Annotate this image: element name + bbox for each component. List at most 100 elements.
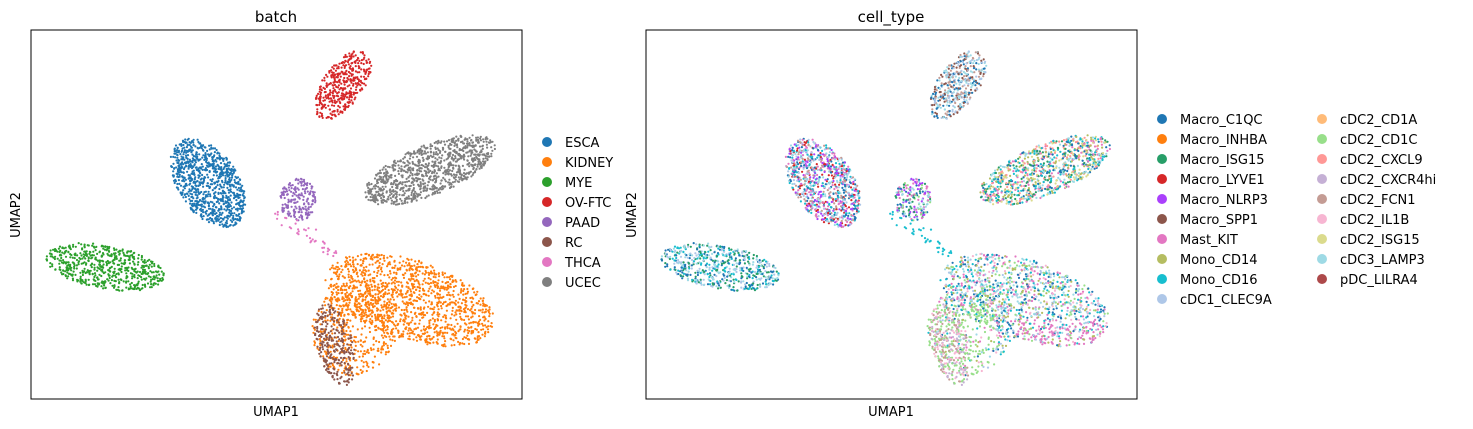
point — [305, 186, 308, 189]
point — [469, 154, 472, 157]
point — [367, 58, 370, 61]
point — [371, 303, 374, 306]
point — [464, 303, 467, 306]
point — [191, 172, 194, 175]
point — [373, 177, 377, 180]
point — [92, 254, 95, 257]
point — [366, 287, 369, 290]
point — [338, 81, 341, 84]
point — [341, 61, 344, 64]
point — [390, 328, 394, 331]
point — [385, 174, 388, 177]
point — [362, 352, 365, 355]
point — [58, 245, 62, 248]
point — [437, 301, 440, 304]
point — [386, 273, 389, 277]
point — [364, 303, 367, 306]
point — [224, 179, 227, 182]
point — [209, 178, 212, 181]
point — [466, 144, 469, 147]
point — [136, 263, 139, 266]
point — [183, 140, 186, 144]
point — [460, 288, 463, 291]
point — [96, 278, 100, 281]
point — [337, 84, 340, 87]
point — [353, 91, 356, 94]
point — [327, 338, 331, 342]
point — [117, 263, 121, 266]
point — [298, 196, 301, 199]
point — [401, 293, 404, 296]
point — [362, 310, 365, 313]
point — [214, 165, 218, 168]
point — [344, 256, 348, 259]
point — [364, 84, 367, 87]
point — [340, 360, 343, 364]
point — [148, 263, 151, 266]
point — [481, 308, 484, 311]
point — [370, 315, 374, 318]
point — [173, 181, 176, 185]
point — [424, 269, 427, 273]
point — [349, 364, 352, 368]
point — [313, 328, 316, 331]
point — [240, 208, 244, 211]
point — [479, 139, 483, 142]
point — [320, 107, 323, 110]
point — [351, 268, 355, 271]
point — [369, 318, 372, 321]
point — [350, 99, 353, 102]
point — [202, 205, 205, 208]
point — [179, 167, 182, 170]
point — [119, 278, 122, 281]
point — [406, 171, 409, 174]
point — [376, 266, 379, 270]
point — [493, 144, 496, 147]
point — [479, 318, 482, 321]
point — [324, 106, 327, 109]
point — [314, 197, 317, 201]
point — [404, 292, 407, 295]
point — [376, 316, 379, 319]
point — [349, 259, 352, 262]
point — [219, 217, 222, 220]
point — [471, 134, 474, 137]
point — [201, 144, 204, 147]
point — [240, 200, 244, 203]
point — [466, 159, 469, 162]
point — [455, 337, 458, 340]
point — [346, 372, 349, 375]
point — [351, 290, 354, 293]
point — [319, 346, 322, 349]
point — [73, 257, 76, 260]
point — [219, 192, 222, 195]
point — [384, 287, 387, 290]
point — [358, 302, 361, 305]
point — [130, 266, 133, 269]
point — [429, 178, 432, 181]
point — [223, 162, 226, 165]
point — [195, 211, 198, 214]
point — [205, 164, 209, 167]
point — [176, 182, 179, 186]
point — [329, 268, 332, 271]
point — [96, 252, 99, 255]
point — [207, 221, 211, 224]
point — [318, 352, 321, 355]
point — [91, 283, 95, 286]
point — [386, 328, 389, 331]
point — [340, 375, 343, 378]
point — [346, 343, 349, 346]
point — [441, 344, 444, 347]
point — [209, 163, 212, 166]
point — [312, 331, 315, 334]
point — [188, 183, 191, 186]
point — [127, 280, 130, 283]
point — [344, 295, 347, 298]
point — [430, 292, 433, 295]
point — [388, 319, 392, 322]
point — [393, 289, 396, 292]
point — [211, 214, 214, 217]
point — [343, 371, 346, 374]
point — [96, 276, 99, 279]
